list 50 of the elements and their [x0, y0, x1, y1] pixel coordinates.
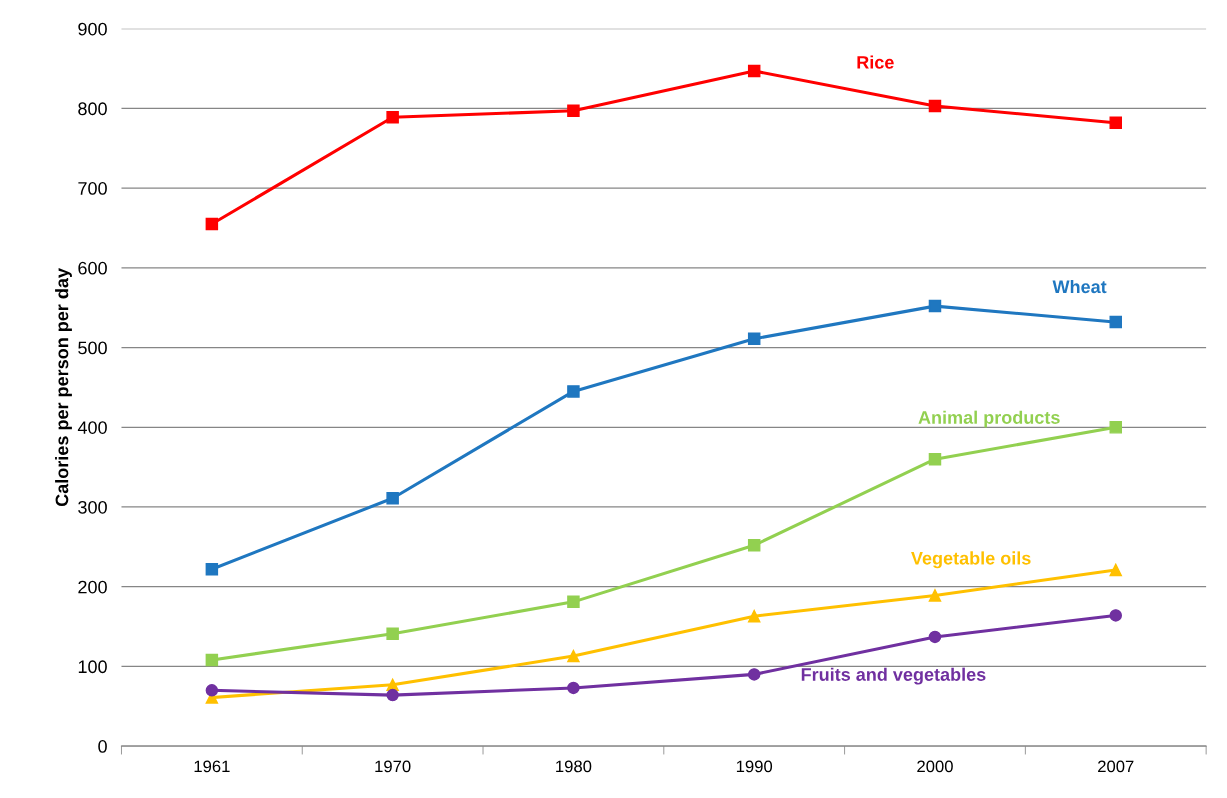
y-tick-label: 700 [78, 182, 107, 195]
point [1109, 315, 1123, 329]
point [567, 649, 580, 663]
point [567, 681, 580, 695]
y-tick-label: 800 [78, 102, 107, 116]
x-tick-label: 1970 [375, 760, 411, 773]
x-tick-label: 1961 [194, 760, 230, 773]
point [1109, 563, 1123, 577]
point [1109, 116, 1123, 130]
point [386, 110, 399, 124]
x-tick-label: 1980 [556, 760, 592, 773]
y-tick-label: 600 [78, 261, 107, 275]
y-tick-label: 100 [78, 660, 107, 674]
point [1109, 609, 1123, 622]
point [205, 653, 219, 667]
x-tick-label: 1990 [736, 760, 773, 773]
point [386, 688, 399, 702]
y-tick-label: 0 [98, 740, 107, 753]
y-axis-title: Calories per person per day [55, 268, 72, 507]
point [928, 452, 942, 466]
y-tick-label: 900 [78, 22, 107, 36]
point [928, 630, 942, 644]
y-tick-label: 400 [77, 421, 107, 434]
point [1109, 421, 1123, 434]
point [928, 589, 942, 602]
y-tick-label: 500 [78, 341, 107, 355]
point [205, 562, 219, 576]
point [747, 668, 761, 681]
point [747, 539, 761, 552]
x-tick-label: 2007 [1098, 760, 1134, 773]
point [567, 104, 580, 118]
point [567, 595, 580, 609]
point [567, 385, 580, 398]
point [205, 684, 219, 697]
y-tick-label: 300 [78, 500, 107, 514]
y-tick-label: 200 [78, 580, 107, 594]
series-label: Animal products [918, 410, 1060, 428]
series-label: Vegetable oils [911, 551, 1031, 569]
x-tick-label: 2000 [917, 760, 953, 773]
point [747, 64, 761, 78]
series-label: Rice [857, 55, 894, 69]
point [747, 609, 761, 623]
point [747, 332, 761, 346]
point [928, 299, 942, 313]
series-label: Wheat [1052, 279, 1107, 294]
point [205, 217, 219, 231]
point [386, 627, 399, 640]
point [928, 99, 942, 113]
series-label: Fruits and vegetables [801, 667, 986, 685]
point [386, 491, 399, 505]
